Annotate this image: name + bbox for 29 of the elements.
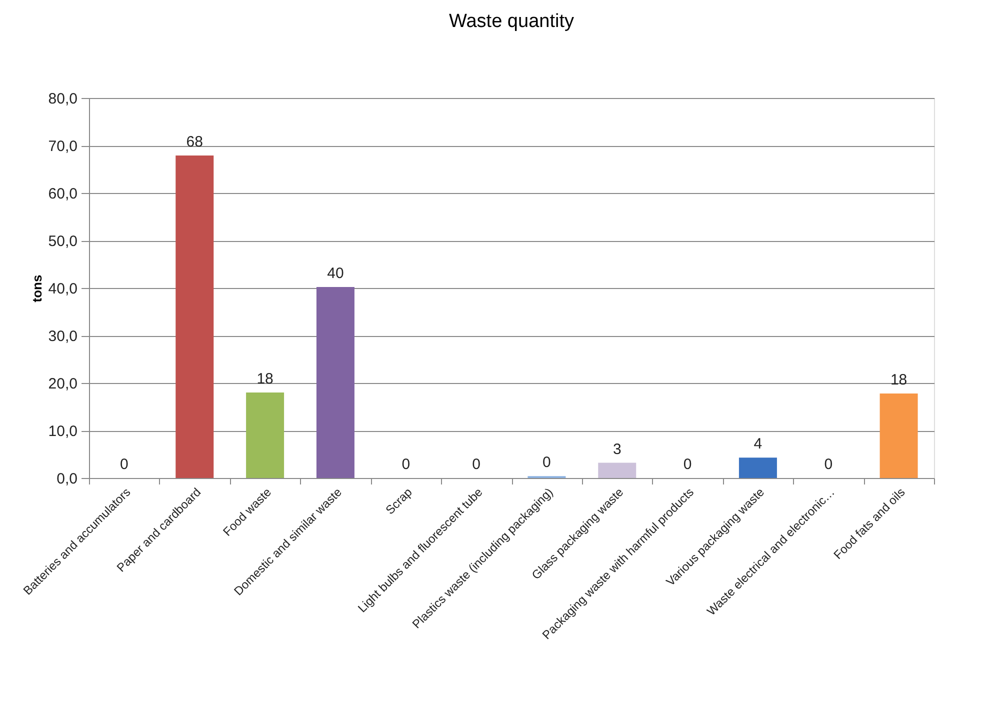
bar bbox=[246, 392, 284, 478]
y-tick-label: 50,0 bbox=[48, 233, 78, 250]
y-tick-label: 60,0 bbox=[48, 186, 78, 202]
chart-title: Waste quantity bbox=[449, 11, 574, 32]
data-label: 40 bbox=[327, 265, 344, 282]
bar bbox=[738, 458, 777, 478]
y-tick-label: 40,0 bbox=[48, 280, 78, 298]
bar bbox=[176, 155, 214, 478]
bar bbox=[880, 393, 918, 478]
y-tick-label: 70,0 bbox=[48, 138, 78, 155]
data-label: 4 bbox=[754, 436, 762, 453]
data-label: 0 bbox=[683, 456, 692, 473]
data-label: 0 bbox=[120, 456, 128, 473]
y-tick-label: 80,0 bbox=[48, 90, 78, 108]
data-label: 0 bbox=[402, 456, 410, 473]
data-label: 0 bbox=[472, 456, 480, 473]
data-label: 0 bbox=[824, 456, 833, 473]
y-tick-label: 30,0 bbox=[48, 328, 78, 345]
bar bbox=[316, 287, 354, 478]
data-label: 18 bbox=[890, 371, 908, 388]
data-label: 0 bbox=[542, 454, 551, 472]
data-label: 3 bbox=[612, 440, 622, 458]
data-label: 68 bbox=[186, 133, 203, 150]
y-tick-label: 10,0 bbox=[48, 423, 78, 440]
y-tick-label: 20,0 bbox=[48, 376, 78, 392]
data-label: 18 bbox=[256, 370, 274, 388]
y-axis-title: tons bbox=[29, 274, 44, 302]
y-tick-label: 0,0 bbox=[56, 470, 78, 488]
bar bbox=[598, 462, 636, 478]
